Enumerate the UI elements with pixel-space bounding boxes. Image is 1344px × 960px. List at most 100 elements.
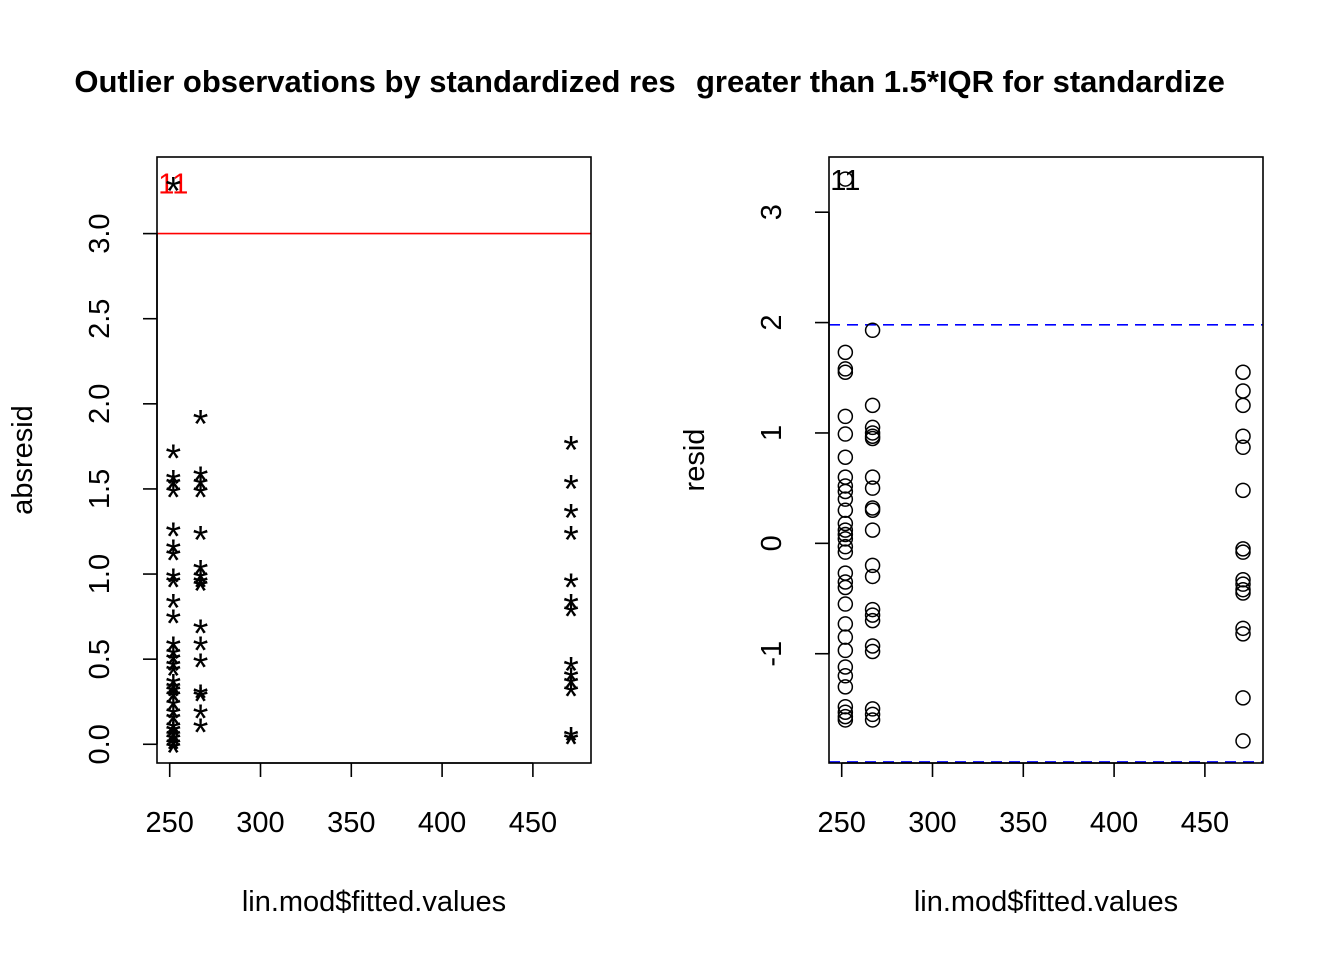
data-point-circle — [864, 557, 881, 574]
y-tick-label: -1 — [756, 641, 788, 667]
data-point-circle — [1235, 383, 1251, 399]
data-point-circle — [837, 574, 854, 590]
data-point-star: * — [193, 553, 209, 597]
x-tick-label: 250 — [146, 807, 194, 839]
data-point-star: * — [166, 723, 182, 767]
right-scatter-plot: 250 300 350 400 450 -1 0 1 2 3 lin.mod$fitted.valu… — [679, 156, 1264, 918]
x-axis-label: lin.mod$fitted.values — [914, 886, 1178, 918]
data-point-star: * — [166, 170, 182, 214]
data-point-circle — [864, 419, 881, 436]
data-point-star: * — [193, 403, 209, 447]
data-point-circle — [837, 616, 854, 632]
data-point-circle — [837, 361, 854, 377]
data-point-star: * — [193, 518, 209, 562]
plot-frame — [828, 156, 1264, 764]
data-point-circle — [837, 408, 854, 425]
x-tick-label: 350 — [999, 807, 1047, 839]
data-point-circle — [864, 612, 881, 629]
data-point-star: * — [166, 532, 182, 576]
data-point-star: * — [193, 570, 209, 614]
data-point-circle — [837, 538, 854, 555]
y-axis-label: absresid — [7, 405, 39, 515]
data-point-star: * — [193, 566, 209, 610]
data-point-circle — [1235, 572, 1251, 588]
data-point-circle — [864, 638, 881, 654]
y-tick-label: 1.5 — [84, 469, 116, 509]
data-point-star: * — [193, 677, 209, 721]
data-point-circle — [837, 579, 854, 596]
data-point-star: * — [166, 675, 182, 719]
data-point-star: * — [193, 629, 209, 673]
data-point-circle — [837, 629, 854, 645]
data-point-circle — [864, 469, 881, 485]
data-point-star: * — [563, 675, 579, 719]
data-point-circle — [837, 544, 854, 560]
data-point-circle — [1235, 544, 1251, 560]
y-tick-label: 2 — [756, 315, 788, 331]
data-point-star: * — [166, 672, 182, 716]
data-point-star: * — [166, 728, 182, 772]
x-tick-label: 450 — [1181, 807, 1229, 839]
data-point-circle — [1235, 428, 1251, 445]
data-point-circle — [837, 483, 854, 500]
data-point-circle — [837, 596, 854, 612]
data-point-circle — [864, 643, 881, 660]
data-point-circle — [864, 397, 881, 414]
data-point-star: * — [563, 566, 579, 610]
data-point-star: * — [563, 719, 579, 763]
data-point-circle — [864, 601, 881, 618]
data-point-circle — [864, 568, 881, 585]
data-point-circle — [1235, 733, 1251, 749]
data-point-circle — [1235, 541, 1251, 557]
data-point-star: * — [166, 587, 182, 631]
outlier-label: 11 — [830, 165, 860, 197]
data-point-star: * — [563, 723, 579, 767]
data-point-circle — [837, 478, 854, 494]
data-point-star: * — [166, 655, 182, 699]
x-tick-label: 300 — [908, 807, 956, 839]
data-point-star: * — [166, 650, 182, 694]
x-tick-label: 250 — [818, 807, 866, 839]
data-point-star: * — [193, 467, 209, 511]
data-point-circle — [864, 502, 881, 518]
y-tick-label: 1 — [756, 425, 788, 441]
data-point-star: * — [193, 711, 209, 755]
left-title: Outlier observations by standardized res — [74, 64, 675, 99]
y-tick-label: 2.5 — [84, 299, 116, 339]
x-axis-label: lin.mod$fitted.values — [242, 886, 506, 918]
data-point-star: * — [166, 437, 182, 481]
figure-title-group: Outlier observations by standardized res… — [74, 60, 1225, 100]
data-point-star: * — [166, 561, 182, 605]
data-point-star: * — [563, 650, 579, 694]
data-point-circle — [1235, 439, 1251, 456]
data-point-circle — [864, 522, 881, 538]
data-point-star: * — [166, 629, 182, 673]
data-point-circle — [864, 322, 881, 339]
data-point-circle — [1235, 576, 1251, 592]
data-point-circle — [1235, 482, 1251, 499]
data-point-star: * — [563, 667, 579, 711]
data-point-circle — [837, 712, 854, 728]
data-point-circle — [837, 344, 854, 361]
data-point-star: * — [166, 467, 182, 511]
data-point-star: * — [193, 612, 209, 656]
title-gap — [680, 60, 694, 100]
x-tick-label: 450 — [509, 807, 557, 839]
data-point-circle — [837, 515, 854, 532]
data-point-star: * — [166, 702, 182, 746]
data-point-circle — [837, 526, 854, 543]
data-point-circle — [837, 659, 854, 675]
data-point-circle — [864, 701, 881, 717]
data-point-star: * — [166, 731, 182, 775]
data-point-circle — [864, 607, 881, 623]
data-point-star: * — [563, 660, 579, 704]
data-point-star: * — [166, 539, 182, 583]
data-point-star: * — [563, 467, 579, 511]
y-tick-label: 2.0 — [84, 384, 116, 424]
data-point-circle — [864, 712, 881, 728]
data-point-circle — [837, 522, 854, 538]
data-point-circle — [837, 426, 854, 442]
x-tick-label: 400 — [1090, 807, 1138, 839]
x-tick-label: 400 — [418, 807, 466, 839]
